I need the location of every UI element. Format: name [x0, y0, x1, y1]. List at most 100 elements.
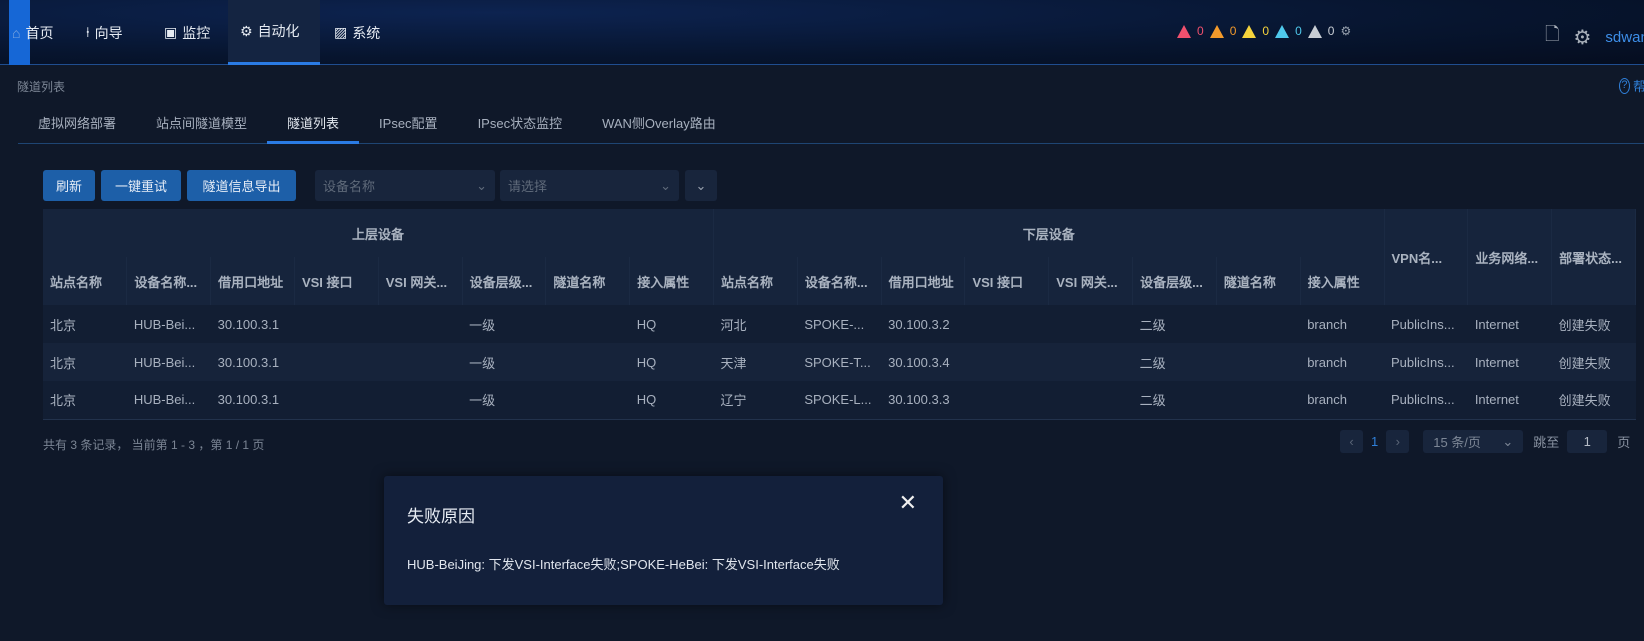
table-cell: [964, 381, 1049, 419]
table-cell: [1216, 381, 1301, 419]
gear-icon[interactable]: ⚙: [1573, 26, 1592, 49]
page-size-select[interactable]: 15 条/页 ⌄: [1423, 430, 1524, 453]
help-link[interactable]: ?帮助: [1619, 76, 1644, 95]
table-cell: branch: [1300, 381, 1384, 419]
chevron-down-icon: ⌄: [476, 177, 487, 193]
close-icon[interactable]: ✕: [898, 490, 917, 515]
column-header[interactable]: 隧道名称: [1216, 257, 1301, 305]
chevron-down-icon: ⌄: [1502, 433, 1514, 449]
header-service-network[interactable]: 业务网络...: [1467, 209, 1553, 305]
table-cell: Internet: [1467, 305, 1552, 343]
column-header[interactable]: 隧道名称: [545, 257, 631, 305]
user-name[interactable]: sdwan: [1605, 28, 1644, 46]
table-cell: PublicIns...: [1384, 381, 1468, 419]
table-cell: SPOKE-...: [797, 305, 882, 343]
table-cell: [964, 343, 1049, 381]
table-cell: branch: [1300, 305, 1384, 343]
tab-tunnel-list[interactable]: 隧道列表: [267, 110, 360, 144]
table-cell: HUB-Bei...: [126, 343, 211, 381]
tab-tunnel-model[interactable]: 站点间隧道模型: [156, 116, 248, 131]
table-cell: 创建失败: [1551, 305, 1636, 343]
tab-wan-overlay[interactable]: WAN侧Overlay路由: [602, 116, 716, 131]
table-cell: [1216, 305, 1301, 343]
column-header[interactable]: 设备名称...: [797, 257, 882, 305]
tab-virtual-network[interactable]: 虚拟网络部署: [38, 116, 117, 131]
table-cell: 二级: [1132, 305, 1217, 343]
column-header[interactable]: 设备层级...: [1132, 257, 1217, 305]
header-deploy-status[interactable]: 部署状态...: [1551, 209, 1636, 305]
column-header[interactable]: 借用口地址: [210, 257, 295, 305]
chevron-down-icon: ⌄: [660, 177, 671, 193]
table-cell: 二级: [1132, 381, 1217, 419]
table-cell: HQ: [629, 343, 714, 381]
alert-settings-icon[interactable]: ⚙: [1340, 24, 1352, 38]
breadcrumb: 隧道列表: [17, 80, 66, 94]
column-header[interactable]: 站点名称: [713, 257, 798, 305]
guide-icon: ⍿: [86, 24, 90, 40]
expand-filter-button[interactable]: ⌄: [685, 170, 717, 201]
column-header[interactable]: VSI 接口: [964, 257, 1050, 305]
tab-ipsec-monitor[interactable]: IPsec状态监控: [477, 116, 563, 131]
table-row[interactable]: 北京 HUB-Bei... 30.100.3.1 一级 HQ 辽宁 SPOKE-L... 30…: [43, 381, 1636, 419]
filter-select[interactable]: 请选择 ⌄: [500, 170, 679, 201]
header-vpn-name[interactable]: VPN名...: [1384, 209, 1469, 305]
table-cell: PublicIns...: [1384, 305, 1468, 343]
nav-system[interactable]: ▨ 系统: [334, 24, 381, 41]
table-cell: 辽宁: [713, 381, 798, 419]
column-header[interactable]: 设备层级...: [462, 257, 547, 305]
tunnel-table: 上层设备 下层设备 VPN名... 业务网络... 部署状态... 站点名称 设备…: [43, 209, 1636, 420]
table-cell: 30.100.3.1: [210, 343, 295, 381]
refresh-button[interactable]: 刷新: [43, 170, 95, 201]
info-alert-icon: [1307, 24, 1322, 38]
table-cell: [294, 305, 379, 343]
nav-home[interactable]: ⌂ 首页: [12, 24, 54, 41]
table-cell: 北京: [43, 305, 127, 343]
tab-bar: 虚拟网络部署 站点间隧道模型 隧道列表 IPsec配置 IPsec状态监控 WA…: [18, 110, 1644, 144]
table-cell: HQ: [629, 381, 714, 419]
column-header[interactable]: VSI 接口: [294, 257, 379, 305]
prev-page-button[interactable]: ‹: [1340, 430, 1363, 453]
table-cell: 一级: [462, 343, 546, 381]
table-cell: 天津: [713, 343, 798, 381]
pagination: ‹ 1 › 15 条/页 ⌄ 跳至 1 页: [1340, 430, 1630, 453]
device-name-select[interactable]: 设备名称 ⌄: [315, 170, 495, 201]
help-icon: ?: [1619, 77, 1630, 94]
table-cell: 一级: [462, 381, 546, 419]
table-row[interactable]: 北京 HUB-Bei... 30.100.3.1 一级 HQ 天津 SPOKE-T... 30…: [43, 343, 1636, 381]
failure-reason-dialog: 失败原因 ✕ HUB-BeiJing: 下发VSI-Interface失败;SP…: [384, 476, 943, 605]
monitor-icon: ▣: [164, 24, 178, 40]
retry-all-button[interactable]: 一键重试: [101, 170, 181, 201]
major-alert-icon: [1209, 24, 1224, 38]
table-cell: [378, 305, 463, 343]
jump-page-input[interactable]: 1: [1567, 430, 1608, 453]
table-cell: Internet: [1467, 381, 1552, 419]
nav-guide[interactable]: ⍿ 向导: [86, 24, 123, 41]
export-button[interactable]: 隧道信息导出: [187, 170, 296, 201]
main-content: 隧道列表 ?帮助 虚拟网络部署 站点间隧道模型 隧道列表 IPsec配置 IPs…: [0, 66, 1644, 641]
home-icon: ⌂: [12, 24, 21, 41]
jump-label: 跳至: [1533, 435, 1560, 450]
dialog-title: 失败原因: [407, 507, 475, 526]
column-header[interactable]: 站点名称: [43, 257, 128, 305]
page-number[interactable]: 1: [1371, 434, 1379, 449]
table-cell: 30.100.3.1: [210, 305, 295, 343]
table-cell: HQ: [629, 305, 714, 343]
column-header[interactable]: 设备名称...: [126, 257, 212, 305]
column-header[interactable]: 借用口地址: [881, 257, 966, 305]
system-icon: ▨: [334, 24, 348, 40]
column-header[interactable]: VSI 网关...: [378, 257, 463, 305]
document-icon[interactable]: 🗋: [1545, 24, 1560, 44]
nav-automation[interactable]: ⚙ 自动化: [228, 0, 320, 65]
column-header[interactable]: 接入属性: [1300, 257, 1385, 305]
alert-counters[interactable]: 0 0 0 0 0 ⚙: [1177, 24, 1351, 38]
next-page-button[interactable]: ›: [1386, 430, 1410, 453]
table-cell: [294, 343, 379, 381]
record-summary: 共有 3 条记录， 当前第 1 - 3 ，第 1 / 1 页: [43, 438, 265, 452]
table-cell: 二级: [1132, 343, 1217, 381]
table-cell: [1216, 343, 1301, 381]
table-row[interactable]: 北京 HUB-Bei... 30.100.3.1 一级 HQ 河北 SPOKE-... 30.…: [43, 305, 1636, 343]
tab-ipsec-config[interactable]: IPsec配置: [379, 116, 438, 131]
column-header[interactable]: VSI 网关...: [1048, 257, 1134, 305]
column-header[interactable]: 接入属性: [629, 257, 714, 305]
nav-monitor[interactable]: ▣ 监控: [164, 24, 211, 41]
